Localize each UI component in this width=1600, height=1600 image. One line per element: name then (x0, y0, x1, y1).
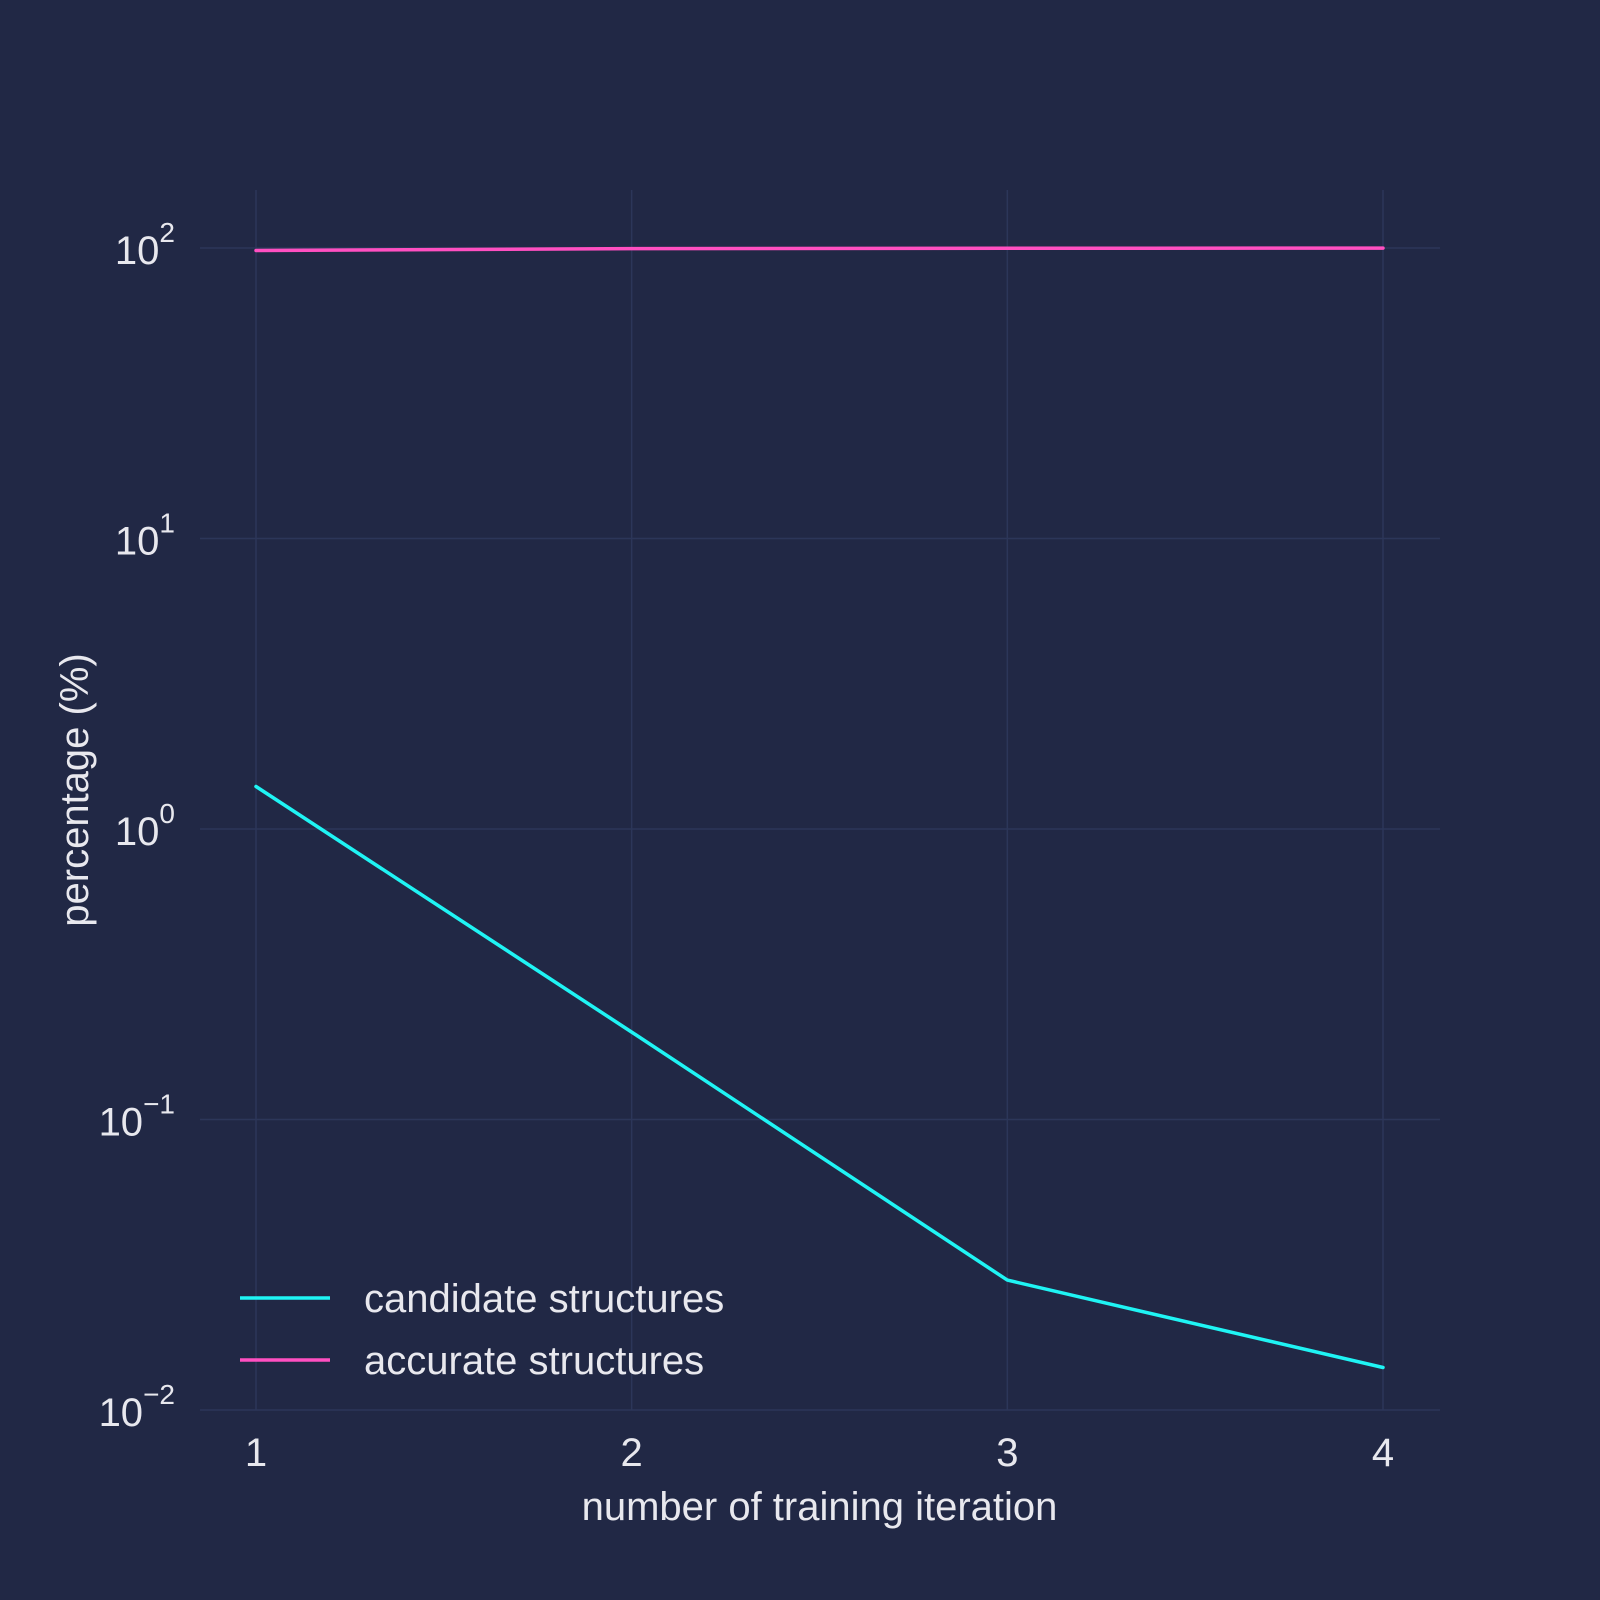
x-tick-label-2: 2 (621, 1431, 643, 1475)
series-lines (254, 246, 1385, 1370)
x-tick-label-4: 4 (1372, 1431, 1394, 1475)
x-tick-label-3: 3 (996, 1431, 1018, 1475)
x-tick-label-1: 1 (245, 1431, 267, 1475)
x-axis-title: number of training iteration (582, 1485, 1058, 1529)
grid (200, 190, 1440, 1411)
x-axis-tick-labels: 1 2 3 4 (245, 1431, 1394, 1475)
y-axis-tick-labels: 102 101 100 10−1 10−2 (99, 217, 175, 1435)
y-tick-label: 102 (115, 217, 175, 273)
y-tick-label: 10−1 (99, 1089, 175, 1145)
y-tick-label: 10−2 (99, 1379, 175, 1435)
y-tick-label: 101 (115, 508, 175, 564)
y-tick-label: 100 (115, 798, 175, 854)
y-axis-title: percentage (%) (53, 653, 97, 926)
series-line-candidate-structures (254, 784, 1385, 1370)
legend-label: accurate structures (364, 1339, 704, 1383)
legend: candidate structures accurate structures (240, 1277, 724, 1383)
legend-label: candidate structures (364, 1277, 724, 1321)
series-line-accurate-structures (254, 246, 1385, 253)
